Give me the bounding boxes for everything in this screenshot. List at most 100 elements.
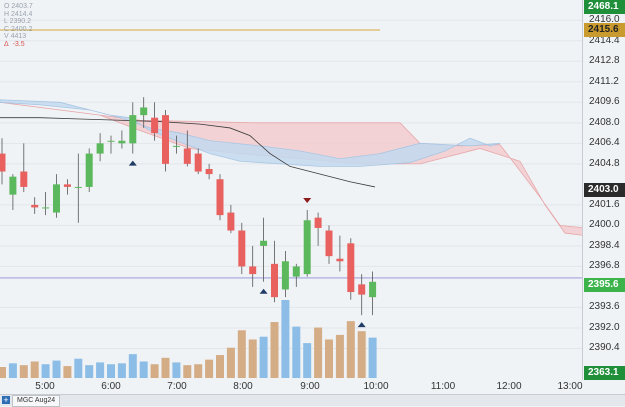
candle-up [53, 184, 60, 213]
ohlc-open: O 2403.7 [4, 3, 33, 10]
volume-bar [85, 365, 94, 378]
ohlc-readout: O 2403.7 H 2414.4 L 2390.2 C 2400.2 V 44… [4, 3, 33, 48]
delta-symbol: Δ [4, 40, 9, 48]
volume-bar [8, 363, 17, 378]
price-tick-label: 2414.4 [589, 34, 620, 46]
price-tick-label: 2396.8 [589, 260, 620, 272]
volume-bar [30, 361, 39, 378]
candle-down [63, 184, 71, 187]
ohlc-low: L 2390.2 [4, 18, 31, 25]
sell-marker-icon [303, 198, 312, 203]
time-tick-label: 7:00 [167, 381, 187, 392]
volume-bar [128, 354, 137, 378]
volume-bar [41, 364, 50, 378]
plus-icon: + [3, 395, 9, 405]
volume-bar [368, 337, 377, 378]
candle-up [281, 261, 289, 290]
candle-down [216, 179, 224, 216]
time-tick-label: 13:00 [557, 381, 583, 392]
candle-up [303, 220, 311, 275]
candle-down [249, 266, 257, 275]
price-badge-level: 2415.6 [584, 23, 625, 37]
price-tick-label: 2400.0 [589, 219, 620, 231]
volume-bar [107, 364, 115, 378]
time-tick-label: 11:00 [430, 381, 456, 392]
volume-bar [237, 330, 246, 378]
candle-down [336, 258, 344, 262]
candle-up [129, 115, 137, 144]
candle-down [151, 117, 159, 134]
add-chart-button[interactable]: + [2, 395, 10, 405]
ohlc-high: H 2414.4 [4, 10, 33, 18]
candle-up [260, 240, 268, 246]
price-tick-label: 2416.0 [589, 14, 620, 26]
candle-up [292, 266, 300, 277]
candle-down [325, 230, 333, 257]
candle-down [162, 115, 169, 164]
ohlc-close: C 2400.2 [4, 25, 33, 33]
candle-down [347, 243, 355, 293]
candle-down [31, 204, 39, 208]
volume-bar [226, 347, 235, 378]
buy-marker-icon [128, 160, 137, 166]
instrument-tab-bar: + MGC Aug24 [0, 394, 625, 407]
price-badge-last: 2403.0 [584, 183, 625, 197]
volume-bar [357, 331, 366, 378]
candle-down [20, 171, 28, 187]
price-tick-label: 2404.8 [589, 157, 620, 169]
volume-bar [303, 343, 312, 378]
volume-bar [139, 361, 148, 378]
candle-up [172, 145, 180, 147]
time-axis[interactable]: 5:00 6:00 7:00 8:00 9:00 10:00 11:00 12:00 13:00 [0, 380, 582, 394]
time-tick-label: 12:00 [496, 381, 522, 392]
time-tick-label: 10:00 [363, 381, 389, 392]
moving-average-line [0, 117, 376, 188]
volume-bar [63, 366, 72, 378]
volume-bar [183, 365, 192, 378]
candle-up [9, 176, 17, 195]
price-badge-low: 2363.1 [584, 366, 625, 380]
volume-bar [335, 334, 344, 378]
volume-bar [314, 327, 323, 378]
price-tick-label: 2401.6 [589, 198, 620, 210]
volume-bar [194, 364, 203, 378]
time-tick-label: 5:00 [35, 381, 55, 392]
price-tick-label: 2408.0 [589, 116, 620, 128]
instrument-tab[interactable]: MGC Aug24 [12, 395, 61, 407]
volume-bar [172, 362, 181, 378]
candle-up [118, 140, 126, 144]
time-tick-label: 6:00 [101, 381, 121, 392]
candle-down [0, 153, 6, 172]
volume-bar [205, 359, 214, 378]
buy-marker-icon [357, 322, 366, 328]
volume-bar [161, 357, 170, 378]
volume-bar [259, 336, 268, 378]
volume-bar [96, 362, 105, 378]
price-axis[interactable]: 2416.0 2414.4 2412.8 2411.2 2409.6 2408.0 2406… [582, 0, 625, 380]
volume-bar [346, 321, 355, 378]
volume-bar [150, 364, 159, 378]
volume-bar [74, 358, 83, 378]
time-tick-label: 8:00 [233, 381, 253, 392]
volume-bar [325, 339, 333, 378]
candle-up [96, 143, 104, 154]
time-tick-label: 9:00 [300, 381, 320, 392]
price-tick-label: 2411.2 [589, 75, 619, 87]
price-badge-high: 2468.1 [584, 0, 625, 14]
volume-bar [117, 363, 126, 378]
candle-down [227, 212, 235, 231]
volume-bar [0, 366, 6, 378]
price-chart[interactable] [0, 0, 582, 380]
candle-down [271, 263, 278, 298]
candle-down [183, 148, 191, 164]
candle-up [107, 140, 115, 142]
chart-area[interactable]: O 2403.7 H 2414.4 L 2390.2 C 2400.2 V 44… [0, 0, 582, 380]
candle-down [205, 168, 213, 175]
candle-up [42, 207, 50, 209]
candle-down [358, 284, 366, 295]
candle-down [238, 230, 246, 267]
candle-down [194, 153, 202, 172]
price-tick-label: 2398.4 [589, 239, 620, 251]
volume-bar [281, 300, 290, 378]
volume-bar [216, 355, 224, 378]
